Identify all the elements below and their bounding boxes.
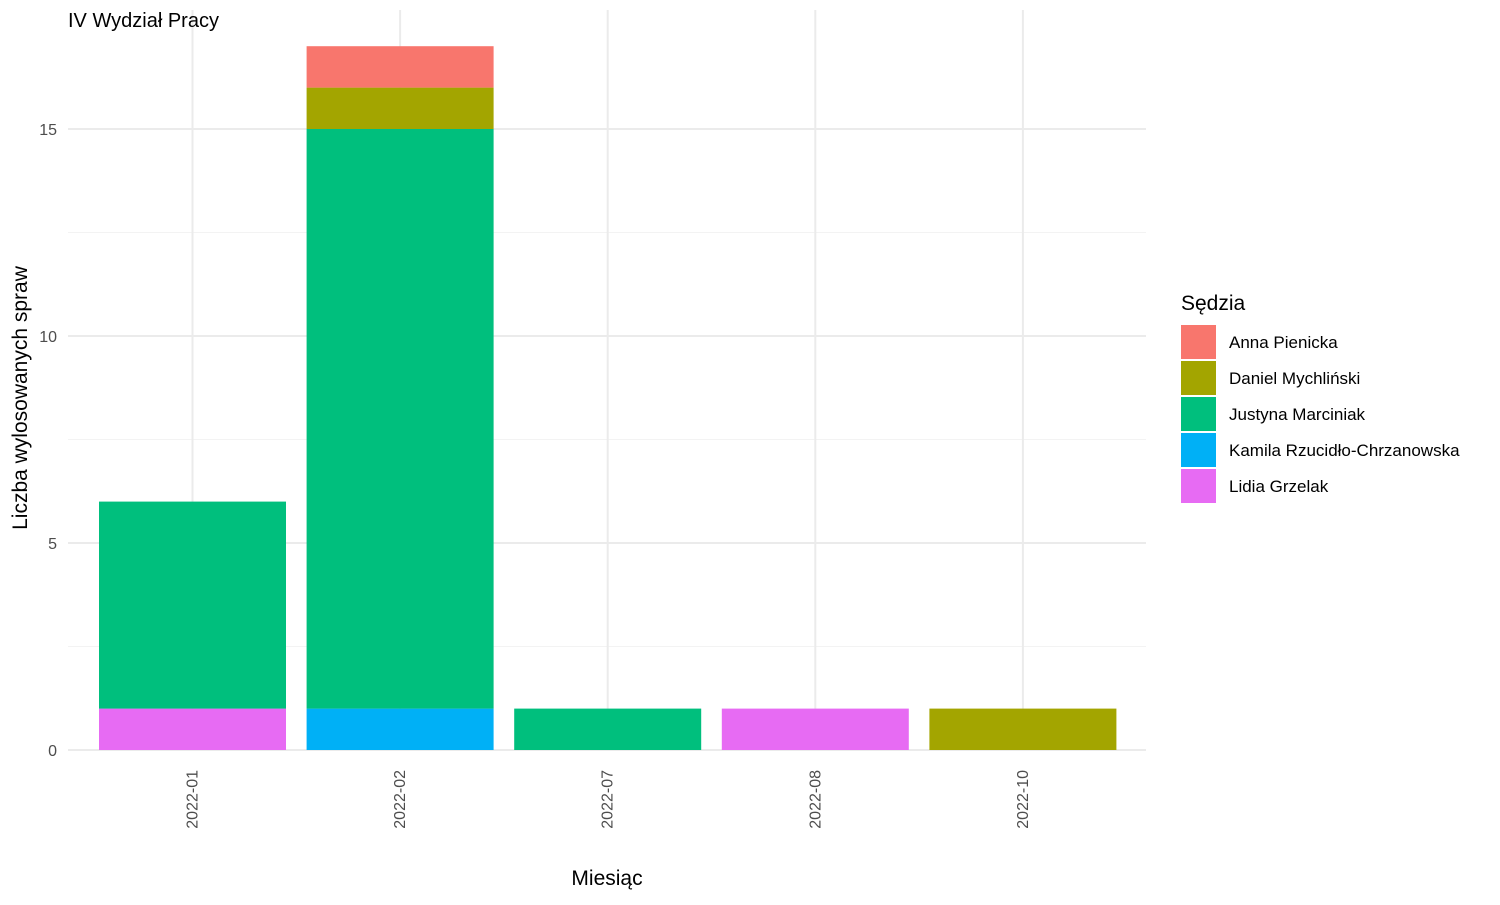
x-tick-label: 2022-01 <box>185 770 202 829</box>
legend-key <box>1181 325 1216 359</box>
y-tick-label: 15 <box>39 122 57 139</box>
bar-segment <box>721 708 909 750</box>
legend-key <box>1181 361 1216 395</box>
legend-label: Lidia Grzelak <box>1229 477 1329 496</box>
bars-layer <box>99 46 1117 750</box>
legend-label: Justyna Marciniak <box>1229 405 1366 424</box>
x-axis-title: Miesiąc <box>571 867 642 890</box>
y-tick-label: 0 <box>48 743 57 760</box>
legend-title: Sędzia <box>1181 292 1246 315</box>
bar-segment <box>514 708 702 750</box>
x-tick-label: 2022-02 <box>392 770 409 829</box>
legend: Sędzia Anna Pienicka Daniel Mychliński Jus… <box>1181 292 1460 503</box>
bar-segment <box>99 501 286 709</box>
x-tick-label: 2022-07 <box>600 770 617 829</box>
bar-segment <box>306 129 494 709</box>
bar-segment <box>306 87 494 129</box>
legend-label: Kamila Rzucidło-Chrzanowska <box>1229 441 1460 460</box>
legend-key <box>1181 397 1216 431</box>
legend-key <box>1181 469 1216 503</box>
y-tick-label: 5 <box>48 536 57 553</box>
x-tick-label: 2022-08 <box>807 770 824 829</box>
bar-segment <box>306 708 494 750</box>
bar-segment <box>306 46 494 88</box>
y-axis-title: Liczba wylosowanych spraw <box>9 265 32 530</box>
bar-segment <box>99 708 286 750</box>
bar-segment <box>929 708 1117 750</box>
y-tick-label: 10 <box>39 329 57 346</box>
x-tick-label: 2022-10 <box>1015 770 1032 829</box>
legend-label: Daniel Mychliński <box>1229 369 1360 388</box>
axis-layer: 0 5 10 15 2022-01 2022-02 2022-07 2022-08 2022-1… <box>39 122 1032 829</box>
legend-key <box>1181 433 1216 467</box>
chart-title: IV Wydział Pracy <box>68 10 219 32</box>
legend-label: Anna Pienicka <box>1229 333 1338 352</box>
